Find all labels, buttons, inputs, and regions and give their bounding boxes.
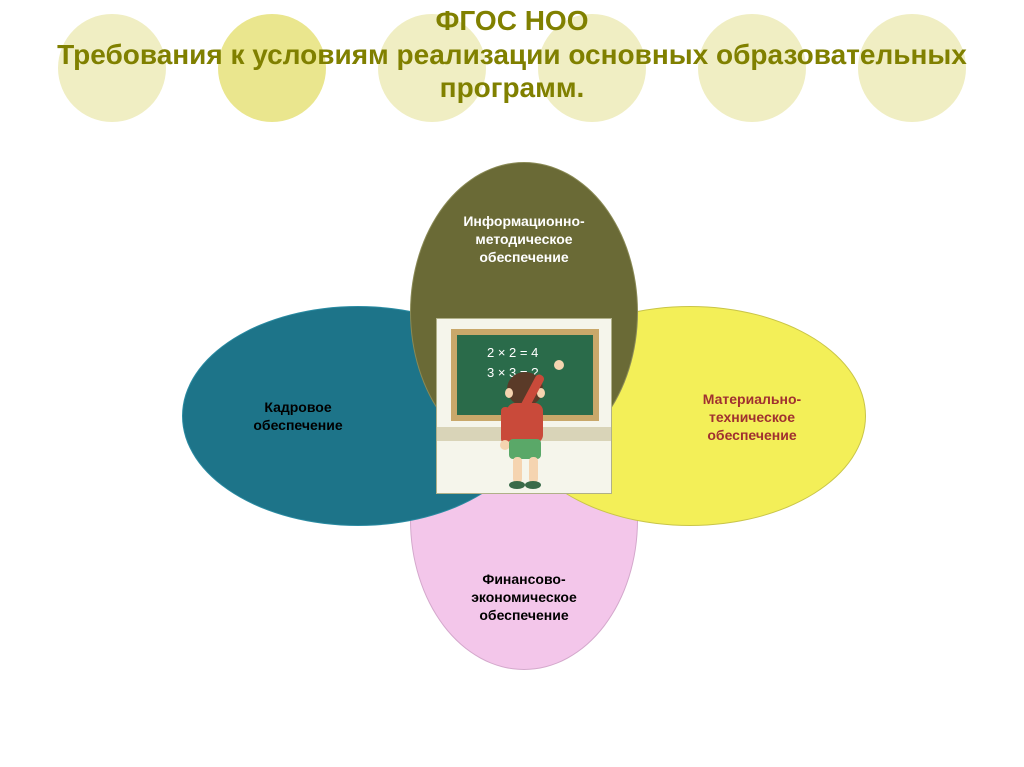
petal-label-right: Материально-техническоеобеспечение [672,390,832,445]
petal-label-top: Информационно-методическоеобеспечение [444,212,604,267]
child-chalkboard-icon: 2 × 2 = 4 3 × 3 = ? [437,319,612,494]
svg-text:2 × 2 = 4: 2 × 2 = 4 [487,345,538,360]
center-illustration: 2 × 2 = 4 3 × 3 = ? [436,318,612,494]
petal-label-bottom: Финансово-экономическоеобеспечение [444,570,604,625]
petal-label-left: Кадровоеобеспечение [218,398,378,434]
title-line-3: программ. [0,71,1024,105]
page-title: ФГОС НОО Требования к условиям реализаци… [0,4,1024,105]
title-line-2: Требования к условиям реализации основны… [0,38,1024,72]
venn-diagram: Информационно-методическоеобеспечение Ка… [0,150,1024,750]
title-line-1: ФГОС НОО [0,4,1024,38]
